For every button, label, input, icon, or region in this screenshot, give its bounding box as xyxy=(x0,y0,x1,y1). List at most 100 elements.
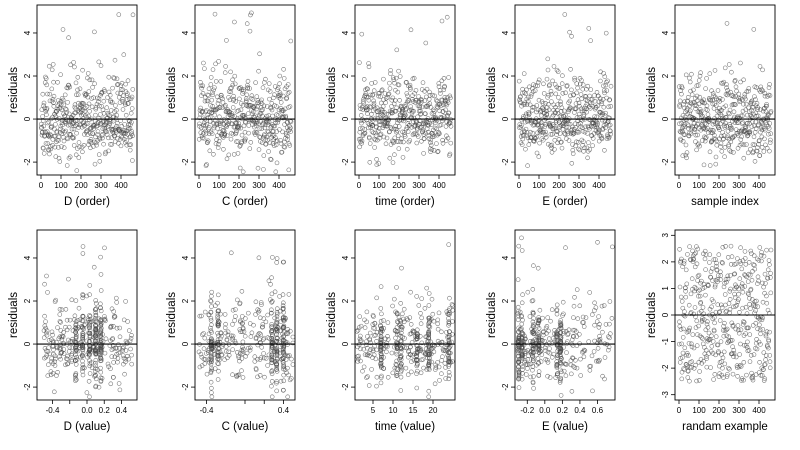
data-point xyxy=(112,314,118,319)
data-point xyxy=(66,349,72,354)
data-point xyxy=(230,372,235,377)
data-point xyxy=(686,130,692,136)
data-point xyxy=(371,101,377,106)
data-point xyxy=(686,126,691,131)
data-point xyxy=(761,149,767,154)
data-point xyxy=(749,124,755,129)
data-point xyxy=(559,81,565,86)
data-point xyxy=(711,106,717,111)
plot-frame xyxy=(194,4,296,176)
data-point xyxy=(548,143,553,148)
data-point xyxy=(747,332,753,337)
data-point xyxy=(199,85,204,91)
data-point xyxy=(536,337,542,342)
data-point xyxy=(765,275,771,281)
data-point xyxy=(583,97,589,102)
data-point xyxy=(374,374,380,380)
data-point xyxy=(426,133,432,138)
data-point xyxy=(361,364,367,370)
data-point xyxy=(256,68,261,74)
data-point xyxy=(260,85,266,90)
data-point xyxy=(768,275,773,280)
data-point xyxy=(74,168,80,173)
data-point xyxy=(677,360,683,365)
x-axis-label: time (value) xyxy=(375,421,435,433)
plot-frame xyxy=(354,229,456,401)
data-point xyxy=(759,250,764,255)
data-point xyxy=(280,93,286,99)
data-point xyxy=(676,84,682,89)
data-point xyxy=(263,356,269,361)
data-point xyxy=(530,311,536,316)
data-point xyxy=(270,255,275,260)
data-point xyxy=(541,130,547,135)
x-tick-label: -0.2 xyxy=(520,406,534,415)
x-tick-label: -0.4 xyxy=(200,406,214,415)
data-point xyxy=(84,92,89,97)
data-point xyxy=(554,363,559,368)
data-point xyxy=(403,365,409,371)
data-point xyxy=(527,314,533,319)
data-point xyxy=(257,126,263,131)
data-point xyxy=(257,331,262,336)
data-point xyxy=(697,107,703,112)
data-point xyxy=(716,125,721,130)
data-point xyxy=(109,347,115,353)
data-point xyxy=(537,307,543,313)
data-point xyxy=(767,93,773,98)
data-point xyxy=(287,143,293,148)
data-point xyxy=(698,300,704,305)
data-point xyxy=(216,292,221,298)
data-point xyxy=(65,100,70,105)
data-point xyxy=(571,303,577,309)
data-point xyxy=(741,155,747,161)
data-point xyxy=(602,90,607,96)
data-point xyxy=(246,123,252,128)
data-point xyxy=(731,354,736,359)
data-point xyxy=(114,76,120,82)
data-point xyxy=(364,104,370,109)
y-tick-label: 4 xyxy=(501,30,510,35)
data-point xyxy=(232,73,238,79)
data-point xyxy=(204,371,210,377)
data-point xyxy=(697,143,702,149)
data-point xyxy=(717,96,723,101)
data-point xyxy=(91,144,96,149)
data-point xyxy=(764,300,770,306)
data-point xyxy=(683,142,689,148)
data-point xyxy=(93,298,98,303)
data-point xyxy=(398,374,404,380)
data-point xyxy=(554,107,560,113)
data-point xyxy=(247,86,252,91)
data-point xyxy=(435,360,440,365)
data-point xyxy=(385,337,391,342)
data-point xyxy=(78,117,84,123)
data-point xyxy=(61,135,66,140)
data-point xyxy=(541,91,547,96)
data-point xyxy=(226,152,232,158)
data-point xyxy=(446,316,451,321)
data-point xyxy=(607,335,612,341)
data-point xyxy=(197,313,203,319)
data-point xyxy=(746,88,751,94)
data-point xyxy=(591,349,597,354)
data-point xyxy=(396,68,401,74)
data-point xyxy=(208,75,214,80)
data-point xyxy=(374,295,379,301)
data-point xyxy=(224,124,230,129)
data-point xyxy=(557,380,563,385)
data-point xyxy=(365,111,370,116)
data-point xyxy=(445,100,451,105)
data-point xyxy=(392,135,398,141)
data-point xyxy=(108,366,113,371)
data-point xyxy=(126,356,131,362)
x-tick-label: 300 xyxy=(732,406,746,415)
data-point xyxy=(762,127,768,133)
data-point xyxy=(679,299,685,304)
data-point xyxy=(399,327,404,332)
data-point xyxy=(726,365,731,371)
data-point xyxy=(704,76,709,81)
data-point xyxy=(721,284,727,290)
data-point xyxy=(554,342,560,348)
